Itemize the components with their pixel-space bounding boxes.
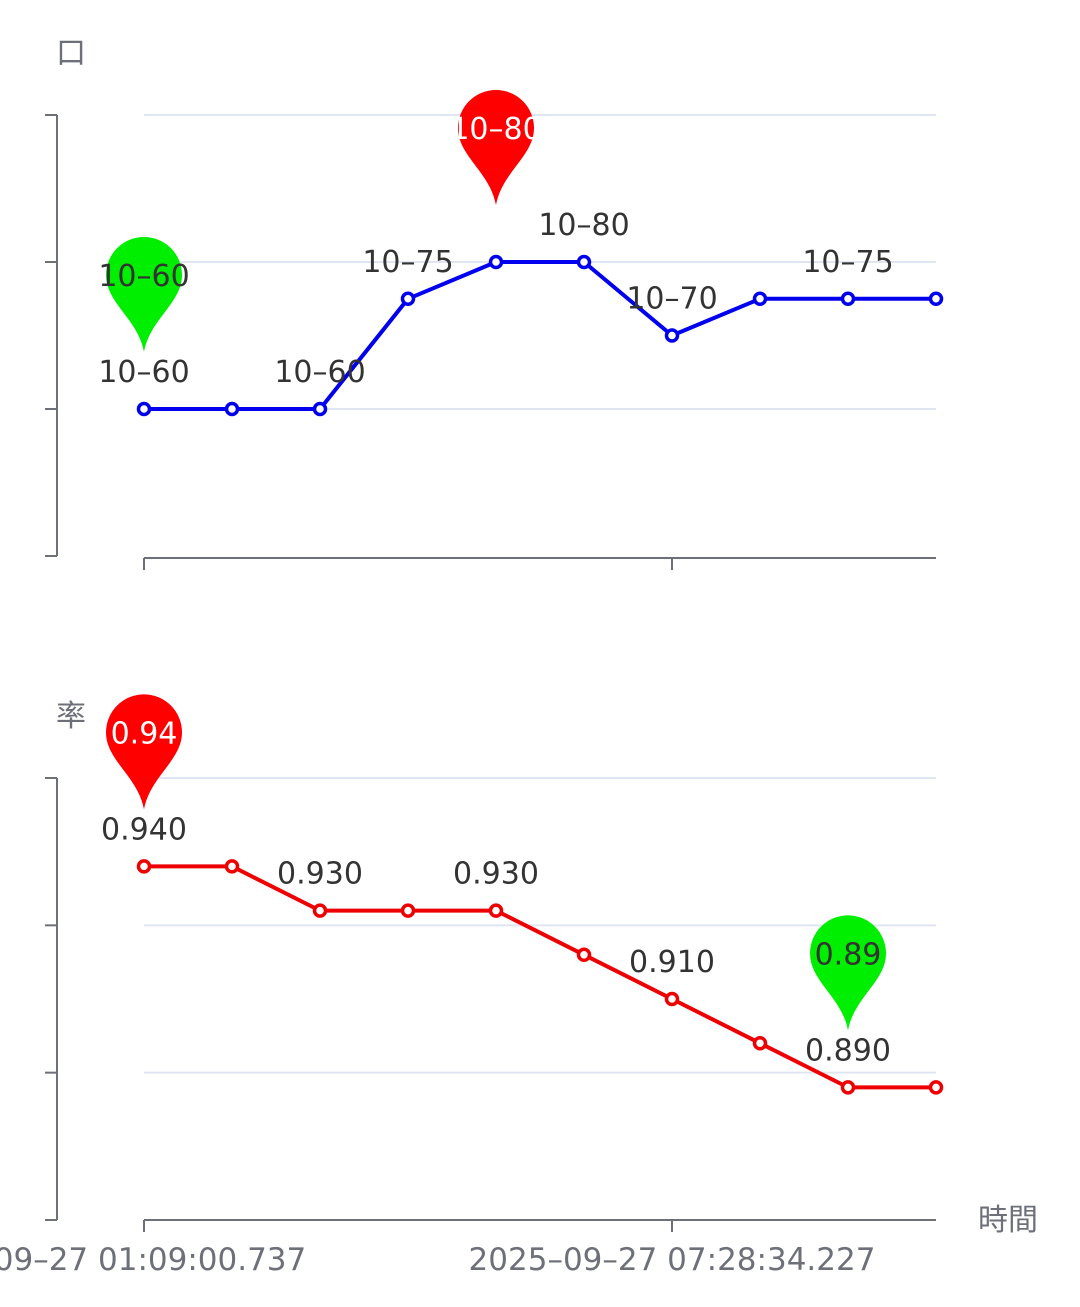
data-point [488,254,504,270]
data-point [840,1080,856,1095]
x-axis-title: 時間 [978,1203,1038,1238]
pin-marker-max: 0.94 [106,694,182,810]
chart-2: 率 09–27 01:09:00.737 2025–09–27 07:28:34.2… [0,694,1038,1278]
y-axis-title: 口 [56,36,86,71]
data-point [400,291,416,306]
pin-label: 0.89 [815,937,882,972]
data-label: 0.930 [453,857,539,892]
data-label: 10–75 [362,245,453,280]
data-label: 0.940 [101,812,187,847]
data-label: 0.930 [277,857,363,892]
pin-marker-min: 10–60 [98,236,190,352]
pin-shape [810,915,886,1031]
data-point [136,859,152,874]
pin-label: 10–80 [450,112,541,147]
data-label: 10–70 [626,282,717,317]
data-label: 10–60 [274,355,365,390]
series-line [144,260,936,411]
data-label: 0.890 [805,1033,891,1068]
pin-shape [106,694,182,810]
pin-label: 10–60 [98,259,189,294]
data-point [136,401,152,417]
data-point [752,1035,768,1051]
data-point [664,328,680,343]
x-tick-label: 2025–09–27 07:28:34.227 [469,1242,876,1278]
x-tick-label: 09–27 01:09:00.737 [0,1242,306,1278]
data-point [576,947,592,963]
data-point [664,991,680,1007]
pin-label: 0.94 [111,716,178,751]
data-point [400,903,416,918]
data-point [840,291,856,306]
series-line [144,864,936,1090]
y-axis-title: 率 [56,699,86,734]
data-point [312,903,328,918]
pin-marker-min: 0.89 [810,915,886,1031]
data-point [928,291,944,306]
data-point [928,1080,944,1095]
data-label: 0.910 [629,945,715,980]
data-label: 10–80 [538,208,629,243]
data-point [488,903,504,918]
pin-shape [106,236,182,352]
data-point [576,254,592,270]
data-point [312,401,328,417]
pin-marker-max: 10–80 [450,90,542,205]
data-label: 10–60 [98,355,189,390]
data-point [224,401,240,417]
data-point [224,859,240,874]
chart-1: 口 10–60 10–60 10–75 10–80 10–70 10–75 10–60 10–8… [45,36,944,570]
data-label: 10–75 [802,245,893,280]
pin-shape [458,90,534,205]
data-point [752,291,768,306]
